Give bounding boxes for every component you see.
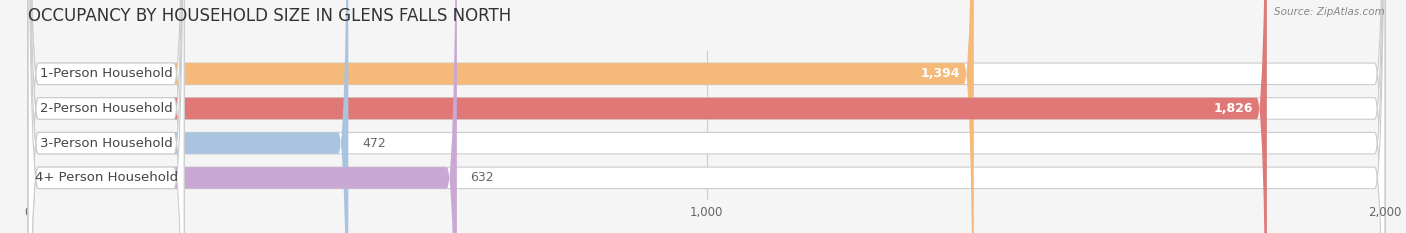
- FancyBboxPatch shape: [28, 0, 184, 233]
- FancyBboxPatch shape: [28, 0, 1267, 233]
- FancyBboxPatch shape: [28, 0, 457, 233]
- FancyBboxPatch shape: [28, 0, 1385, 233]
- FancyBboxPatch shape: [28, 0, 349, 233]
- Text: Source: ZipAtlas.com: Source: ZipAtlas.com: [1274, 7, 1385, 17]
- Text: 1,826: 1,826: [1213, 102, 1253, 115]
- Text: 632: 632: [471, 171, 494, 184]
- FancyBboxPatch shape: [28, 0, 184, 233]
- FancyBboxPatch shape: [28, 0, 184, 233]
- Text: 2-Person Household: 2-Person Household: [39, 102, 173, 115]
- Text: 472: 472: [361, 137, 385, 150]
- FancyBboxPatch shape: [28, 0, 974, 233]
- Text: 1,394: 1,394: [921, 67, 960, 80]
- Text: 1-Person Household: 1-Person Household: [39, 67, 173, 80]
- FancyBboxPatch shape: [28, 0, 1385, 233]
- FancyBboxPatch shape: [28, 0, 1385, 233]
- FancyBboxPatch shape: [28, 0, 184, 233]
- Text: OCCUPANCY BY HOUSEHOLD SIZE IN GLENS FALLS NORTH: OCCUPANCY BY HOUSEHOLD SIZE IN GLENS FAL…: [28, 7, 512, 25]
- Text: 3-Person Household: 3-Person Household: [39, 137, 173, 150]
- Text: 4+ Person Household: 4+ Person Household: [35, 171, 177, 184]
- FancyBboxPatch shape: [28, 0, 1385, 233]
